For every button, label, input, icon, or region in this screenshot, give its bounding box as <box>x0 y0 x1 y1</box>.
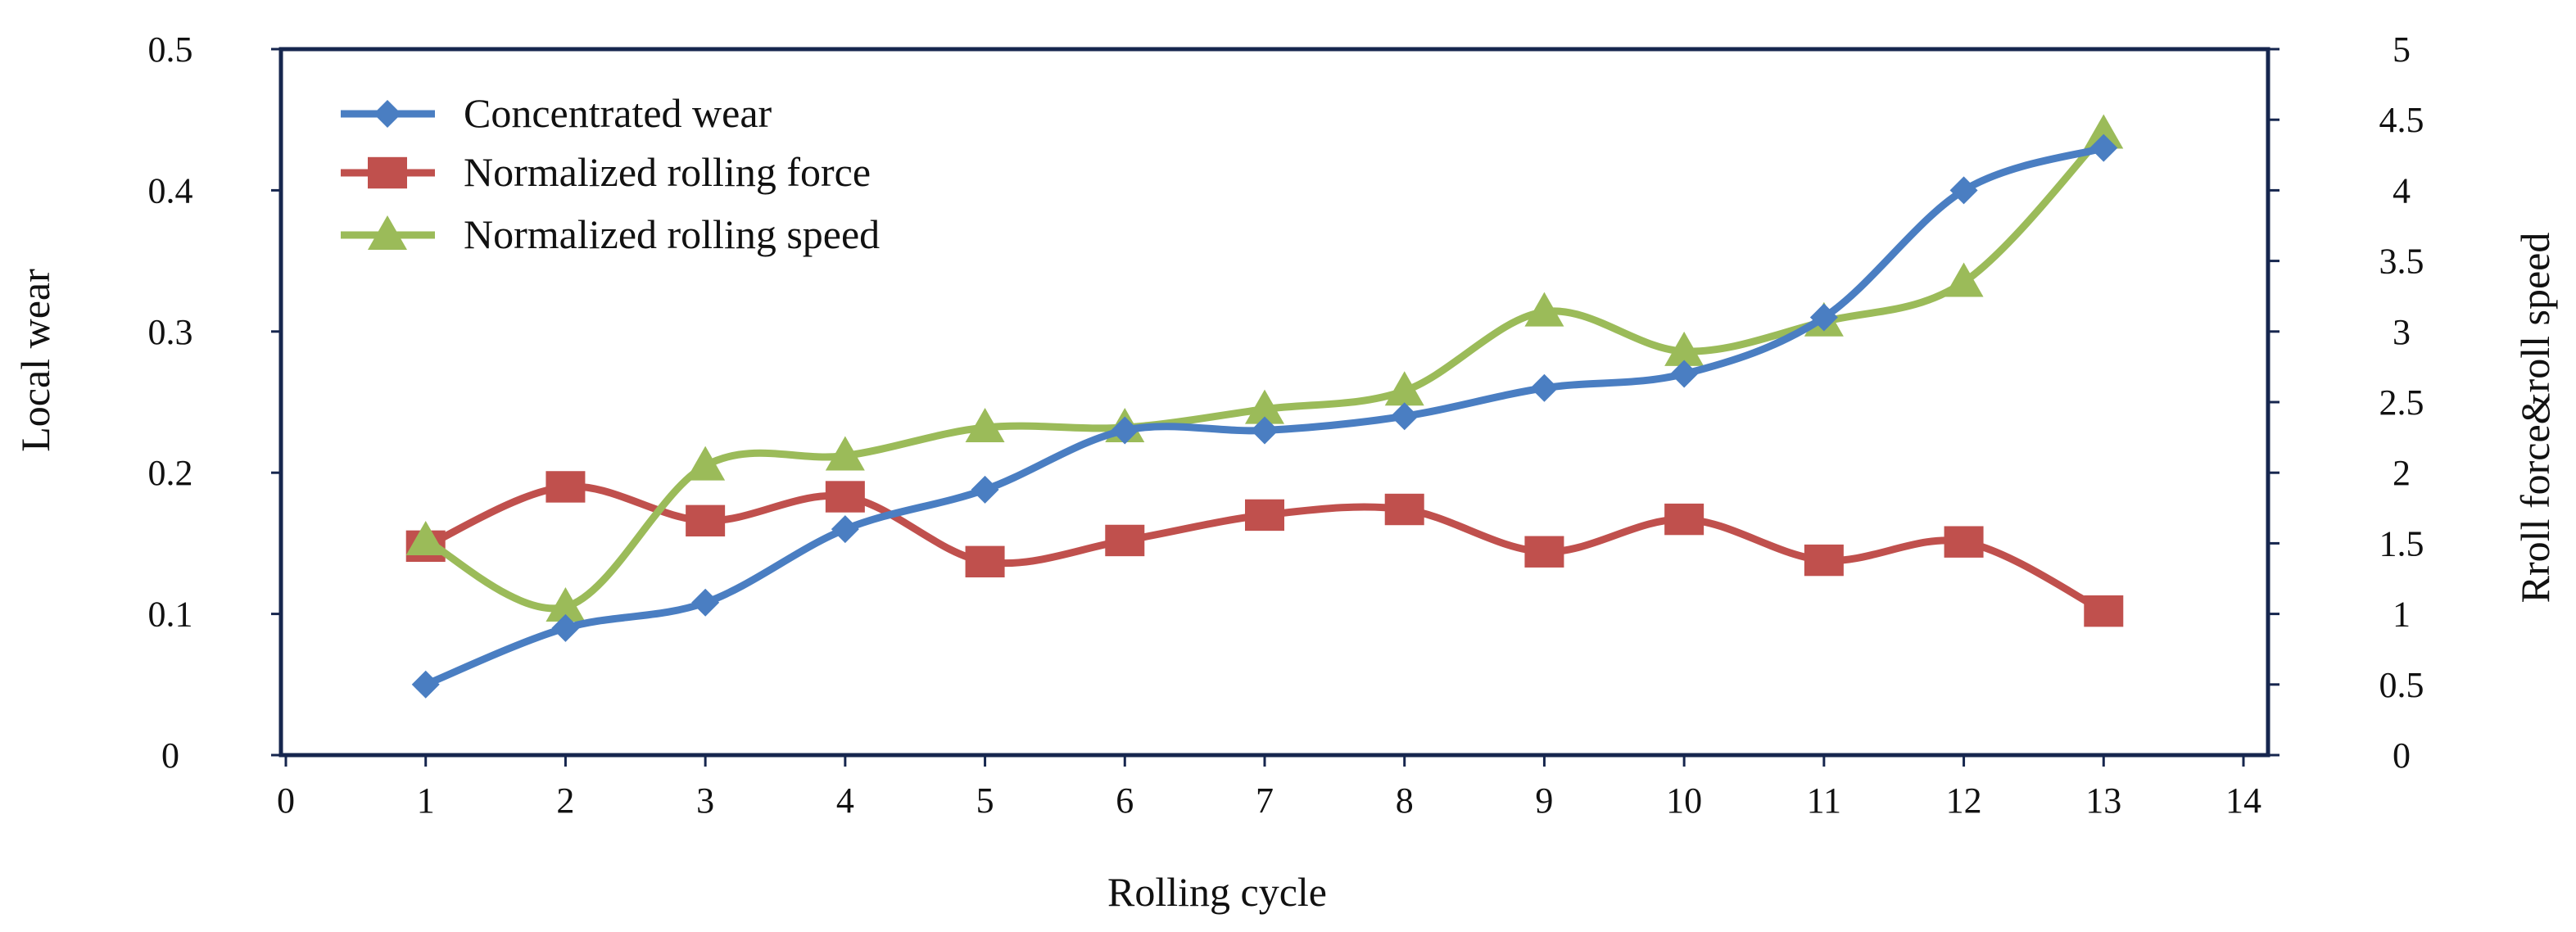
data-point <box>551 613 580 642</box>
data-point <box>1105 524 1145 557</box>
data-point <box>1944 262 1984 297</box>
legend-marker <box>368 215 407 250</box>
data-point <box>1809 303 1838 332</box>
data-point <box>1944 526 1984 558</box>
y2-tick-label: 0 <box>2393 735 2411 776</box>
x-tick-label: 9 <box>1535 780 1553 821</box>
data-point <box>1245 389 1284 424</box>
data-point <box>546 471 586 503</box>
x-tick-label: 4 <box>836 780 854 821</box>
legend-item: Normalized rolling force <box>341 149 871 195</box>
data-point <box>965 545 1005 578</box>
data-point <box>405 520 446 555</box>
y-tick-label: 0.5 <box>148 29 193 70</box>
data-point <box>691 588 720 617</box>
x-axis-ticks: 0 1 2 3 4 5 6 7 8 9 10 11 12 13 14 <box>277 755 2261 821</box>
legend-label: Concentrated wear <box>464 90 772 136</box>
series-layer <box>405 114 2124 699</box>
y-tick-label: 0.1 <box>148 595 193 635</box>
y2-tick-label: 4 <box>2393 170 2411 210</box>
data-point <box>965 408 1005 443</box>
legend: Concentrated wear Normalized rolling forc… <box>341 90 880 257</box>
series-line <box>422 129 2107 613</box>
data-point <box>1670 360 1699 388</box>
data-point <box>686 504 726 537</box>
legend-label: Normalized rolling speed <box>464 211 880 257</box>
legend-label: Normalized rolling force <box>464 149 871 195</box>
data-point <box>1530 373 1559 402</box>
data-point <box>2089 133 2118 162</box>
x-tick-label: 3 <box>696 780 714 821</box>
y-axis-ticks: 0 0.1 0.2 0.3 0.4 0.5 <box>148 29 281 776</box>
x-tick-label: 0 <box>277 780 295 821</box>
x-tick-label: 6 <box>1116 780 1134 821</box>
y-tick-label: 0.3 <box>148 312 193 352</box>
data-point <box>1664 503 1705 536</box>
legend-marker <box>373 100 401 128</box>
series-diamond <box>411 133 2118 699</box>
y-axis-title: Local wear <box>12 269 58 452</box>
x-tick-label: 1 <box>417 780 435 821</box>
data-point <box>1664 331 1705 366</box>
data-point <box>1524 292 1564 327</box>
data-point <box>2084 595 2124 627</box>
data-point <box>1949 176 1978 205</box>
data-point <box>825 481 865 513</box>
data-point <box>1524 536 1564 568</box>
data-point <box>1384 371 1424 406</box>
x-tick-label: 10 <box>1666 780 1702 821</box>
data-point <box>971 475 999 504</box>
data-point <box>1390 402 1419 431</box>
y2-axis-title: Rroll force&roll speed <box>2512 233 2558 604</box>
y-tick-label: 0.4 <box>148 170 193 210</box>
y2-axis-ticks: 0 0.5 1 1.5 2 2.5 3 3.5 4 4.5 5 <box>2268 29 2424 776</box>
x-tick-label: 12 <box>1946 780 1982 821</box>
x-tick-label: 7 <box>1256 780 1274 821</box>
data-point <box>1384 493 1424 526</box>
x-tick-label: 14 <box>2225 780 2261 821</box>
x-tick-label: 8 <box>1396 780 1414 821</box>
y2-tick-label: 2 <box>2393 453 2411 493</box>
y2-tick-label: 3 <box>2393 312 2411 352</box>
y2-tick-label: 2.5 <box>2379 382 2424 423</box>
y2-tick-label: 1 <box>2393 595 2411 635</box>
x-tick-label: 13 <box>2085 780 2121 821</box>
x-tick-label: 11 <box>1807 780 1841 821</box>
x-tick-label: 2 <box>556 780 574 821</box>
y2-tick-label: 4.5 <box>2379 100 2424 140</box>
y2-tick-label: 0.5 <box>2379 665 2424 705</box>
y2-tick-label: 5 <box>2393 29 2411 70</box>
data-point <box>1251 416 1279 445</box>
x-tick-label: 5 <box>976 780 994 821</box>
data-point <box>686 446 726 481</box>
data-point <box>1804 544 1844 577</box>
x-axis-title: Rolling cycle <box>1107 869 1327 915</box>
legend-item: Normalized rolling speed <box>341 211 880 257</box>
series-square <box>405 471 2124 627</box>
y2-tick-label: 1.5 <box>2379 523 2424 563</box>
legend-marker <box>368 156 407 189</box>
data-point <box>411 670 440 699</box>
legend-item: Concentrated wear <box>341 90 772 136</box>
y-tick-label: 0 <box>161 735 179 776</box>
data-point <box>1245 499 1284 532</box>
data-point <box>831 515 859 544</box>
y-tick-label: 0.2 <box>148 453 193 493</box>
data-point <box>2084 114 2124 149</box>
y2-tick-label: 3.5 <box>2379 242 2424 282</box>
data-point <box>1111 416 1139 445</box>
data-point <box>546 586 586 622</box>
data-point <box>825 436 865 471</box>
